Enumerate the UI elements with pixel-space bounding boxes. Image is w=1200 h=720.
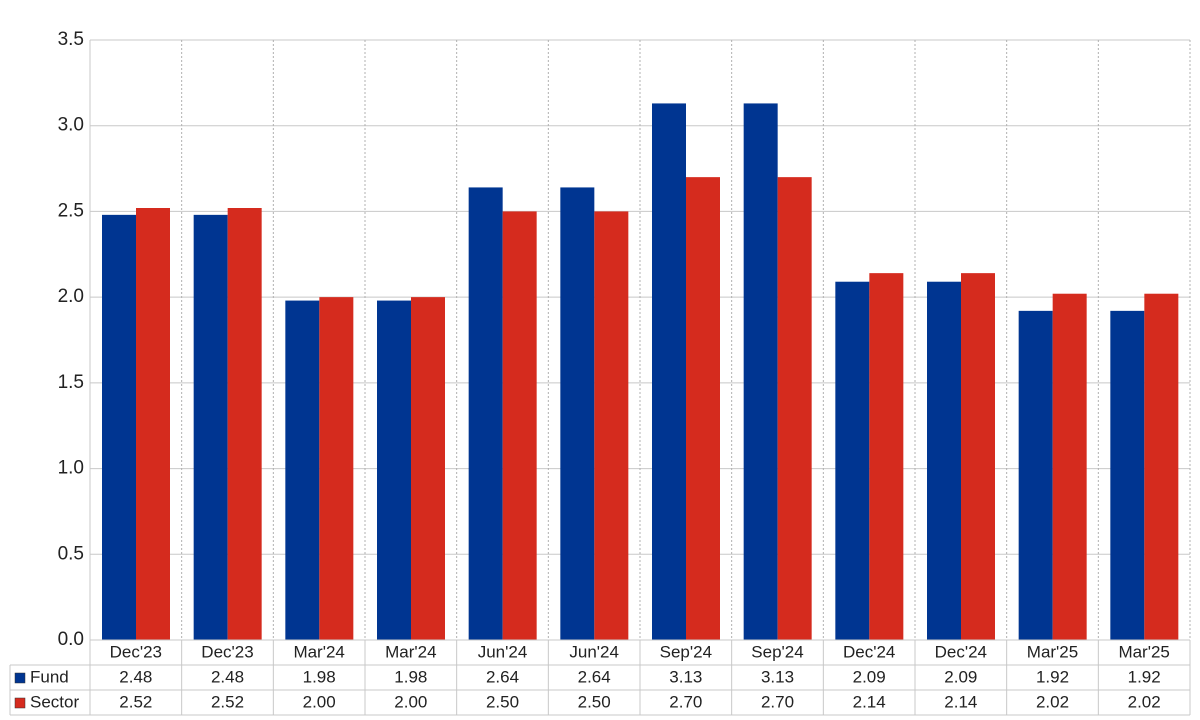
y-tick-label: 0.0 [58, 629, 84, 650]
table-value: 2.00 [394, 692, 427, 711]
bar [594, 211, 629, 640]
legend-swatch [14, 672, 26, 684]
x-tick-label: Mar'25 [1027, 642, 1078, 661]
table-value: 2.00 [303, 692, 336, 711]
x-tick-label: Mar'24 [293, 642, 344, 661]
x-tick-label: Dec'23 [201, 642, 253, 661]
bar [1018, 310, 1053, 640]
bar [560, 187, 595, 640]
bar [743, 103, 778, 640]
x-tick-label: Mar'24 [385, 642, 436, 661]
table-value: 2.02 [1128, 692, 1161, 711]
table-value: 2.14 [944, 692, 977, 711]
table-value: 2.50 [486, 692, 519, 711]
x-tick-label: Dec'23 [110, 642, 162, 661]
table-value: 2.52 [119, 692, 152, 711]
x-tick-label: Jun'24 [569, 642, 619, 661]
bar [835, 281, 870, 640]
bar [1144, 293, 1179, 640]
table-value: 2.09 [944, 667, 977, 686]
y-tick-label: 0.5 [58, 543, 84, 564]
x-tick-label: Dec'24 [843, 642, 895, 661]
bar [502, 211, 537, 640]
bar [686, 177, 720, 640]
table-value: 2.14 [853, 692, 886, 711]
bar [961, 273, 995, 640]
bar [777, 177, 812, 640]
table-value: 1.98 [303, 667, 336, 686]
y-tick-label: 3.0 [58, 115, 84, 136]
x-tick-label: Mar'25 [1118, 642, 1169, 661]
table-value: 3.13 [761, 667, 794, 686]
bar [927, 281, 961, 640]
bar [102, 214, 136, 640]
table-value: 2.64 [486, 667, 519, 686]
table-value: 2.48 [119, 667, 152, 686]
x-tick-label: Jun'24 [478, 642, 528, 661]
table-value: 1.98 [394, 667, 427, 686]
table-value: 3.13 [669, 667, 702, 686]
bar [652, 103, 686, 640]
bar [377, 300, 411, 640]
table-value: 2.70 [669, 692, 702, 711]
x-tick-label: Dec'24 [935, 642, 987, 661]
table-value: 2.48 [211, 667, 244, 686]
table-value: 2.50 [578, 692, 611, 711]
legend-label: Sector [30, 692, 79, 711]
y-tick-label: 2.0 [58, 286, 84, 307]
y-tick-label: 1.5 [58, 372, 84, 393]
y-tick-label: 1.0 [58, 458, 84, 479]
bar [193, 214, 228, 640]
table-value: 1.92 [1036, 667, 1069, 686]
table-value: 1.92 [1128, 667, 1161, 686]
y-tick-label: 2.5 [58, 200, 84, 221]
bar [285, 300, 320, 640]
bar [136, 208, 170, 640]
table-value: 2.70 [761, 692, 794, 711]
table-value: 2.02 [1036, 692, 1069, 711]
table-value: 2.09 [853, 667, 886, 686]
x-tick-label: Sep'24 [660, 642, 712, 661]
bar [1110, 310, 1145, 640]
bar [227, 208, 262, 640]
y-tick-label: 3.5 [58, 29, 84, 50]
bar [468, 187, 503, 640]
bar [411, 297, 445, 640]
x-tick-label: Sep'24 [751, 642, 803, 661]
bar [319, 297, 354, 640]
legend-swatch [14, 697, 26, 709]
table-value: 2.64 [578, 667, 611, 686]
bar [869, 273, 904, 640]
table-value: 2.52 [211, 692, 244, 711]
legend-label: Fund [30, 667, 69, 686]
bar [1052, 293, 1087, 640]
